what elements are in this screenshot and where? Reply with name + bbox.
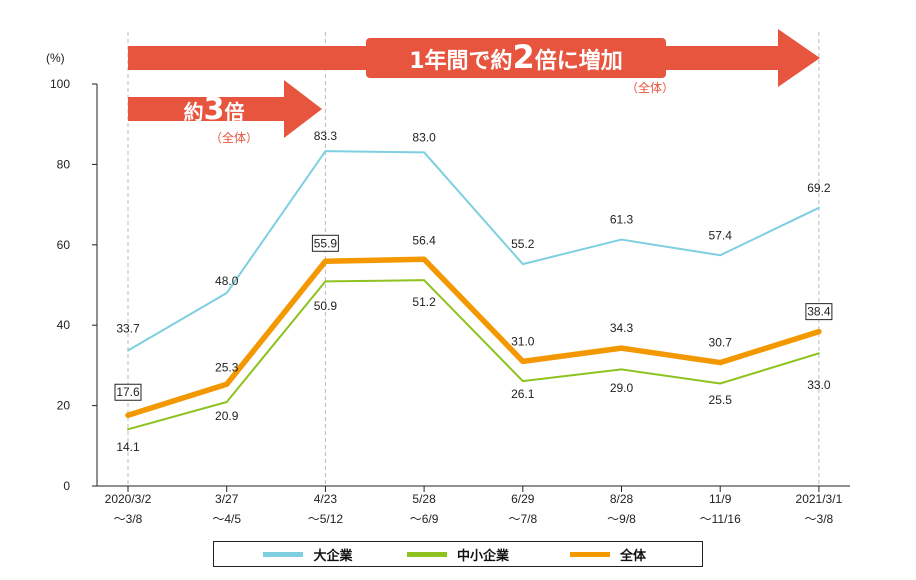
legend: 大企業 中小企業 全体 [213, 541, 703, 567]
data-label: 20.9 [215, 409, 239, 423]
x-tick-label-range: ～7/8 [508, 512, 537, 526]
data-label-box [114, 383, 142, 401]
legend-swatch-total [569, 551, 610, 557]
data-label: 30.7 [709, 336, 733, 350]
big-arrow-text: 1年間で約2倍に増加 [409, 38, 623, 76]
legend-item-total: 全体 [533, 545, 683, 564]
small-arrow-text-post: 倍 [224, 100, 244, 124]
big-arrow-text-pre: 1年間で約 [409, 48, 512, 74]
x-tick-label-range: ～11/16 [700, 512, 741, 526]
y-tick-label: 0 [63, 479, 70, 493]
data-label: 69.2 [807, 181, 831, 195]
x-tick-label-range: ～3/8 [114, 512, 143, 526]
y-tick-label: 40 [57, 318, 71, 332]
big-arrow-label-bg [366, 38, 666, 78]
small-arrow-text-pre: 約 [184, 100, 204, 124]
y-tick-label: 20 [57, 399, 71, 413]
legend-swatch-large [263, 551, 304, 557]
legend-item-large: 大企業 [233, 545, 383, 564]
y-tick-label: 80 [57, 157, 71, 171]
series-line [125, 256, 822, 418]
big-arrow-note: （全体） [626, 80, 674, 95]
legend-swatch-sme [406, 551, 447, 557]
data-label: 33.7 [116, 322, 140, 336]
growth-arrows: 1年間で約2倍に増加（全体）約3倍（全体） [128, 29, 820, 145]
big-arrow-head [778, 29, 820, 87]
x-tick-label: 2020/3/2 [105, 492, 152, 506]
small-arrow-note: （全体） [210, 130, 258, 145]
series-line [127, 279, 820, 431]
y-tick-label: 100 [50, 77, 70, 91]
data-label: 56.4 [412, 233, 436, 247]
data-label: 57.4 [709, 228, 733, 242]
data-label: 38.4 [807, 305, 831, 319]
big-arrow-text-num: 2 [513, 38, 535, 76]
x-tick-label-range: ～5/12 [308, 512, 344, 526]
x-tick-label: 5/28 [412, 492, 436, 506]
legend-label-total: 全体 [619, 548, 646, 564]
x-tick-label: 6/29 [511, 492, 535, 506]
x-tick-label: 3/27 [215, 492, 239, 506]
series-line [127, 150, 820, 352]
legend-label-sme: 中小企業 [456, 548, 509, 564]
data-label: 14.1 [116, 440, 140, 454]
data-label: 48.0 [215, 274, 239, 288]
x-tick-label-range: ～6/9 [410, 512, 439, 526]
x-tick-label: 8/28 [610, 492, 634, 506]
data-label: 25.5 [709, 393, 733, 407]
chart-axes: 0 20 40 60 80 100 (%) 2020/3/2 ～3/8 3/27 ～4/5 4/23 ～… [46, 51, 850, 526]
data-label: 33.0 [807, 378, 831, 392]
data-label: 83.3 [314, 129, 338, 143]
data-label-box [311, 234, 339, 252]
x-tick-label: 2021/3/1 [796, 492, 843, 506]
legend-item-sme: 中小企業 [383, 545, 533, 564]
small-arrow-text-num: 3 [204, 92, 225, 127]
x-tick-label-range: ～4/5 [212, 512, 241, 526]
data-label: 83.0 [412, 130, 436, 144]
data-label: 25.3 [215, 360, 239, 374]
small-arrow-body [128, 97, 286, 121]
data-label-box [805, 303, 833, 321]
series-lines [125, 150, 822, 431]
y-tick-label: 60 [57, 238, 71, 252]
x-tick-label: 11/9 [709, 492, 732, 506]
data-label: 55.2 [511, 237, 535, 251]
data-label: 51.2 [412, 295, 436, 309]
data-label: 26.1 [511, 387, 535, 401]
big-arrow-text-post: 倍に増加 [535, 48, 623, 74]
data-labels: 33.7 48.0 83.3 83.0 55.2 61.3 57.4 69.2 14.1 20.9… [114, 129, 833, 454]
x-tick-label-range: ～3/8 [805, 512, 834, 526]
x-tick-label-range: ～9/8 [607, 512, 636, 526]
data-label: 34.3 [610, 321, 634, 335]
data-label: 17.6 [116, 385, 140, 399]
y-axis-unit: (%) [46, 51, 65, 65]
data-label: 31.0 [511, 334, 535, 348]
x-tick-label: 4/23 [314, 492, 338, 506]
small-arrow-text: 約3倍 [184, 92, 245, 127]
data-label: 55.9 [314, 236, 338, 250]
data-label: 29.0 [610, 381, 634, 395]
data-label: 50.9 [314, 299, 338, 313]
legend-label-large: 大企業 [313, 548, 353, 564]
small-arrow-head [284, 80, 322, 138]
data-label: 61.3 [610, 213, 634, 227]
